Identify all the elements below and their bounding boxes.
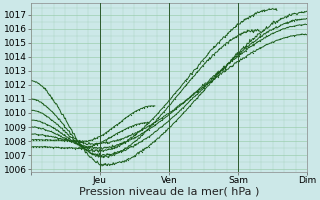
X-axis label: Pression niveau de la mer( hPa ): Pression niveau de la mer( hPa ) — [79, 187, 259, 197]
